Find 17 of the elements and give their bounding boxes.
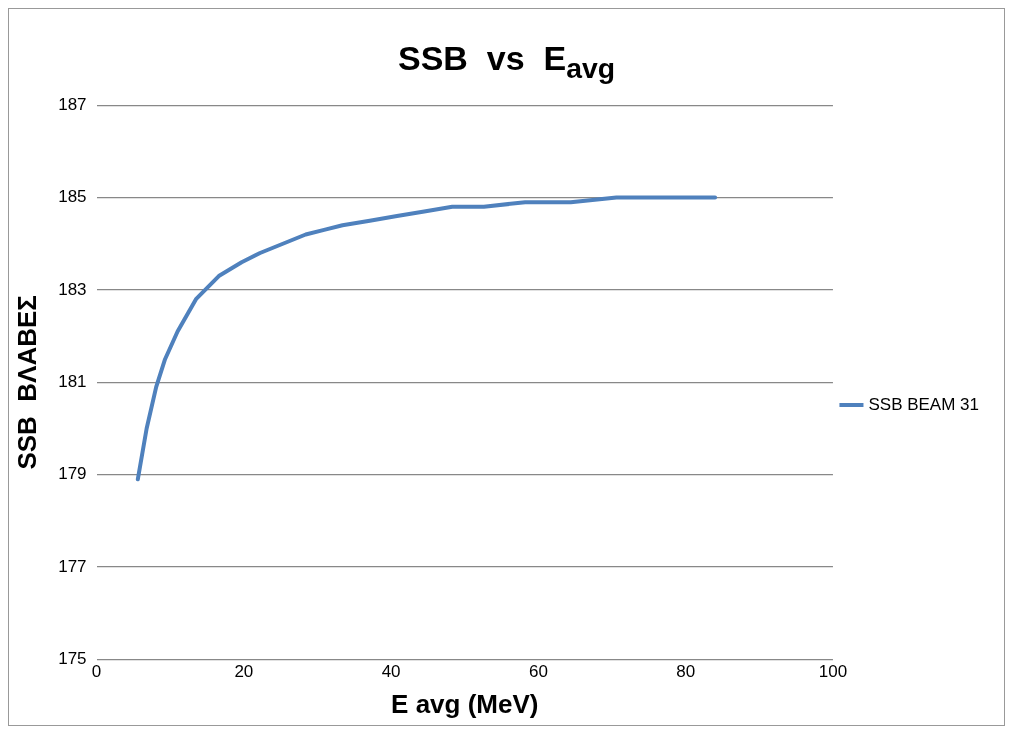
y-axis-title: SSB ΒΛΑΒΕΣ: [11, 294, 42, 470]
x-tick-label: 100: [818, 662, 848, 682]
y-tick-label: 175: [58, 648, 87, 668]
y-tick-label: 179: [58, 464, 87, 484]
x-tick-label: 40: [381, 662, 401, 682]
x-tick-label: 0: [91, 662, 102, 682]
y-tick-label: 181: [58, 371, 87, 391]
y-tick-label: 187: [58, 94, 87, 114]
x-tick-label: 80: [676, 662, 696, 682]
y-tick-label: 177: [58, 556, 87, 576]
chart-title: SSB vs E$_{avg}$: [397, 38, 616, 85]
y-tick-label: 185: [58, 187, 87, 207]
x-tick-label: 20: [234, 662, 254, 682]
x-tick-label: 60: [528, 662, 548, 682]
legend-label: SSB BEAM 31: [868, 394, 980, 414]
x-axis-title: E avg (MeV): [391, 688, 539, 719]
y-tick-label: 183: [58, 279, 87, 299]
